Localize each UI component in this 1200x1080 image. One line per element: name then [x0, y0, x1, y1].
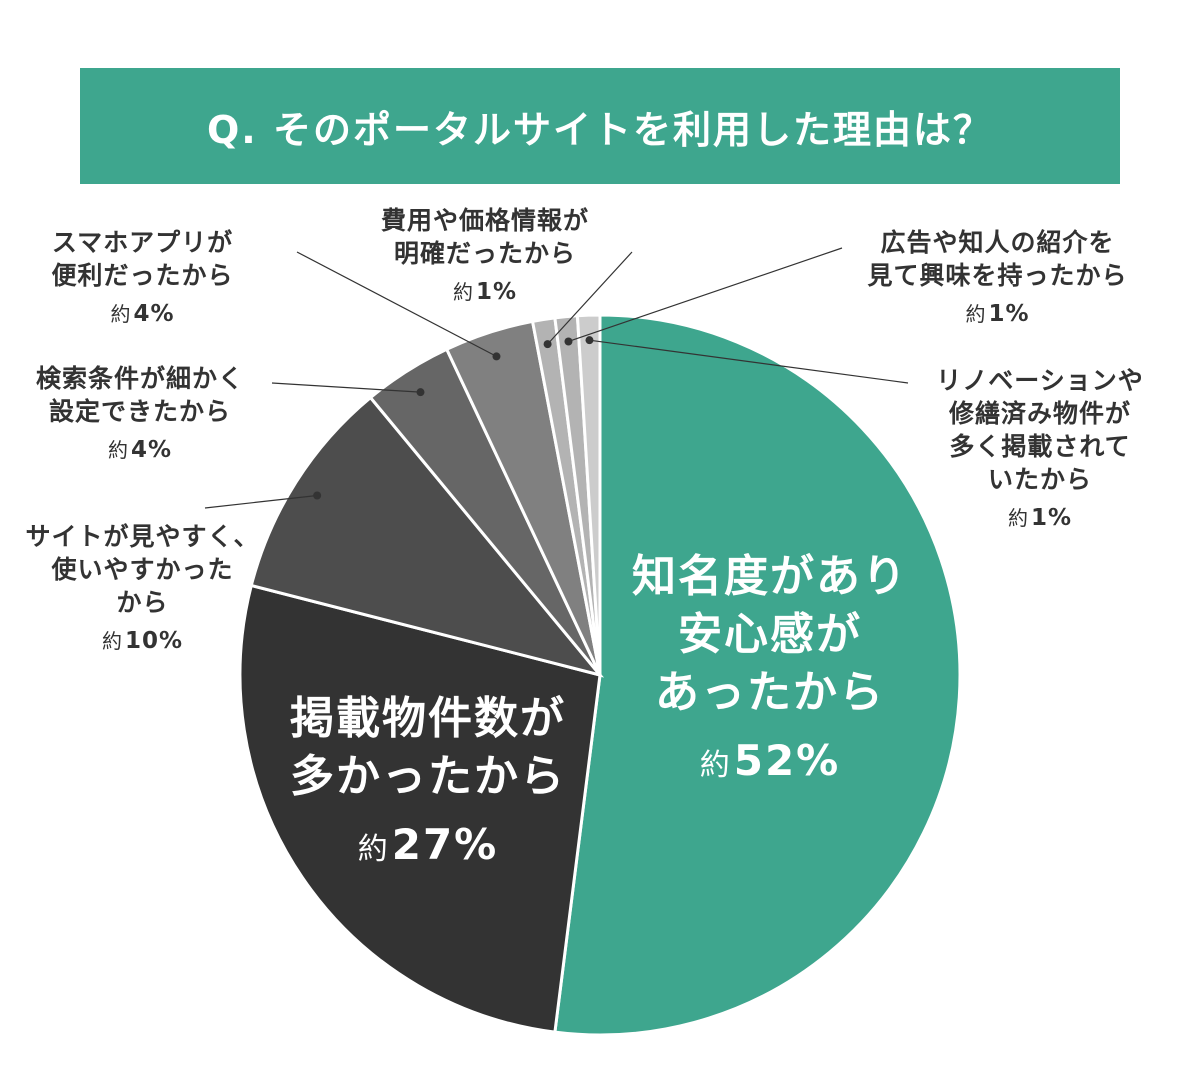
slice-10 — [249, 395, 605, 678]
leader-dot-slice-1-renovation — [585, 336, 594, 345]
slice-27 — [238, 583, 602, 1034]
leader-dot-slice-10 — [313, 491, 322, 500]
slice-label-10: サイトが見やすく、 使いやすかった から 約10% — [25, 522, 260, 654]
slice-1-renovation — [575, 313, 602, 676]
slice-label-1-ad: 広告や知人の紹介を 見て興味を持ったから 約1% — [867, 228, 1128, 327]
leader-dot-slice-4-app — [492, 352, 501, 361]
title-banner: Q. そのポータルサイトを利用した理由は？ — [80, 68, 1120, 184]
leader-dot-slice-4-search — [416, 388, 425, 397]
slice-label-4-search: 検索条件が細かく 設定できたから 約4% — [35, 364, 244, 463]
leader-line-slice-1-price — [547, 251, 633, 345]
slice-label-52: 知名度があり 安心感が あったから 約52% — [632, 551, 908, 785]
chart-title: Q. そのポータルサイトを利用した理由は？ — [207, 107, 993, 152]
slice-label-1-renovation: リノベーションや 修繕済み物件が 多く掲載されて いたから 約1% — [936, 366, 1144, 531]
leader-line-slice-4-app — [296, 251, 497, 357]
leader-line-slice-10 — [204, 494, 318, 509]
leader-line-slice-1-ad — [568, 247, 843, 343]
leader-dot-slice-1-ad — [564, 337, 573, 346]
leader-line-slice-1-renovation — [589, 339, 909, 384]
slice-label-1-price: 費用や価格情報が 明確だったから 約1% — [380, 206, 589, 305]
slice-label-4-app: スマホアプリが 便利だったから 約4% — [51, 228, 234, 327]
leader-dot-slice-1-price — [543, 340, 552, 349]
slice-label-27: 掲載物件数が 多かったから 約27% — [290, 693, 566, 869]
leader-line-slice-4-search — [271, 382, 421, 393]
slice-52 — [553, 313, 962, 1037]
